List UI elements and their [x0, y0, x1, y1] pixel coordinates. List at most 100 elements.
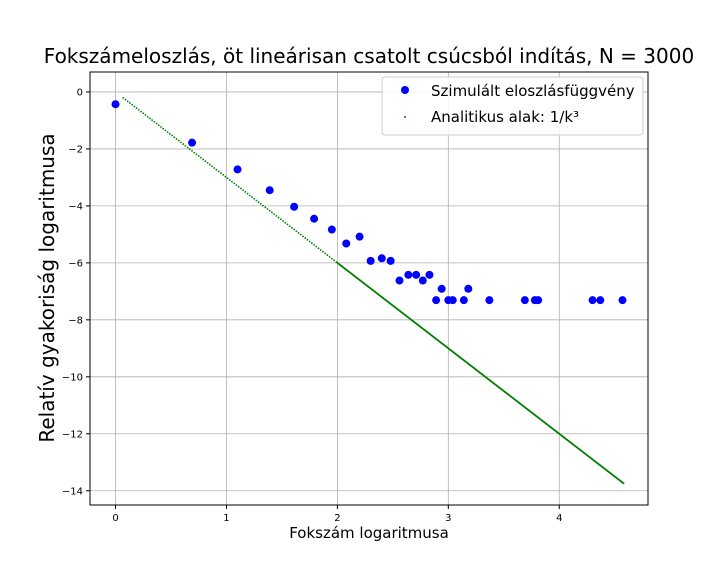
analytic-point	[173, 136, 176, 139]
x-tick-label: 3	[445, 513, 451, 524]
analytic-point	[208, 163, 211, 166]
simulated-point	[485, 296, 494, 305]
analytic-point	[297, 232, 300, 234]
legend-label-simulated: Szimulált eloszlásfüggvény	[431, 82, 635, 100]
analytic-point	[293, 228, 296, 231]
analytic-point	[322, 250, 324, 253]
analytic-point	[326, 254, 329, 257]
analytic-point	[129, 102, 131, 104]
simulated-point	[290, 202, 299, 211]
analytic-point	[155, 122, 158, 125]
series-simulated	[111, 100, 627, 305]
analytic-point	[215, 168, 218, 171]
analytic-point	[286, 223, 289, 226]
analytic-point	[200, 156, 202, 159]
simulated-point	[432, 296, 441, 305]
y-axis: 0 −2 −4 −6 −8 −10 −12 −14	[62, 87, 90, 497]
analytic-point	[330, 257, 333, 260]
x-tick-label: 2	[334, 513, 340, 524]
analytic-point	[244, 191, 247, 193]
plot-frame	[89, 71, 649, 506]
analytic-point	[144, 114, 147, 116]
legend: Szimulált eloszlásfüggvény Analitikus al…	[381, 76, 644, 136]
analytic-point	[277, 216, 280, 219]
analytic-point	[222, 173, 225, 176]
analytic-point	[328, 255, 331, 258]
analytic-point	[264, 206, 267, 209]
y-tick-label: 0	[77, 87, 83, 98]
analytic-point	[146, 115, 149, 118]
simulated-point	[111, 100, 120, 109]
analytic-point	[135, 107, 138, 110]
analytic-point	[226, 177, 229, 180]
analytic-point	[202, 158, 205, 161]
analytic-point	[211, 165, 213, 168]
legend-marker-analytic	[404, 116, 406, 118]
series-analytic	[122, 97, 625, 485]
analytic-point	[255, 199, 258, 202]
simulated-point	[366, 256, 375, 265]
analytic-point	[191, 150, 193, 152]
analytic-point	[262, 204, 264, 207]
analytic-point	[313, 244, 315, 246]
analytic-point	[157, 124, 160, 127]
x-tick-label: 1	[223, 513, 229, 524]
y-tick-label: −8	[68, 315, 83, 326]
analytic-point	[166, 131, 169, 134]
analytic-point	[310, 242, 313, 245]
simulated-point	[404, 270, 413, 279]
analytic-point	[271, 211, 273, 214]
analytic-point	[282, 220, 284, 222]
analytic-point	[308, 240, 311, 243]
analytic-point	[231, 180, 233, 183]
analytic-point	[197, 155, 200, 157]
simulated-point	[412, 270, 421, 279]
simulated-point	[425, 270, 434, 279]
analytic-point	[319, 249, 322, 251]
analytic-point	[131, 103, 134, 106]
analytic-point	[242, 189, 244, 192]
y-tick-label: −6	[68, 258, 83, 269]
simulated-point	[588, 296, 597, 305]
analytic-point	[180, 141, 182, 144]
simulated-point	[342, 239, 351, 248]
chart-title: Fokszámeloszlás, öt lineárisan csatolt c…	[44, 44, 694, 68]
analytic-point	[122, 97, 125, 99]
analytic-point	[291, 226, 293, 229]
analytic-point	[237, 185, 240, 188]
simulated-point	[418, 276, 427, 285]
analytic-point	[151, 119, 154, 122]
analytic-point	[246, 192, 249, 195]
simulated-point	[534, 296, 543, 305]
analytic-point	[257, 201, 260, 204]
simulated-point	[327, 225, 336, 234]
simulated-point	[464, 284, 473, 293]
analytic-point	[253, 197, 256, 200]
analytic-point	[217, 170, 220, 173]
analytic-point	[140, 110, 142, 113]
analytic-point	[188, 148, 191, 151]
analytic-point	[193, 151, 196, 154]
analytic-point	[304, 237, 307, 239]
y-tick-label: −4	[68, 201, 83, 212]
analytic-point	[315, 245, 318, 248]
analytic-point	[317, 247, 320, 250]
simulated-point	[459, 296, 468, 305]
analytic-point	[324, 252, 327, 255]
analytic-point	[622, 482, 625, 485]
y-tick-label: −10	[62, 372, 83, 383]
x-axis-label: Fokszám logaritmusa	[289, 524, 449, 542]
analytic-point	[149, 117, 151, 120]
analytic-point	[164, 129, 167, 132]
analytic-point	[177, 139, 180, 142]
analytic-point	[288, 225, 291, 228]
simulated-point	[618, 296, 627, 305]
analytic-point	[160, 126, 162, 128]
analytic-point	[268, 209, 271, 212]
analytic-point	[275, 214, 278, 217]
analytic-point	[259, 202, 262, 205]
y-tick-label: −14	[62, 486, 83, 497]
legend-marker-simulated	[401, 86, 409, 94]
analytic-point	[168, 132, 171, 135]
